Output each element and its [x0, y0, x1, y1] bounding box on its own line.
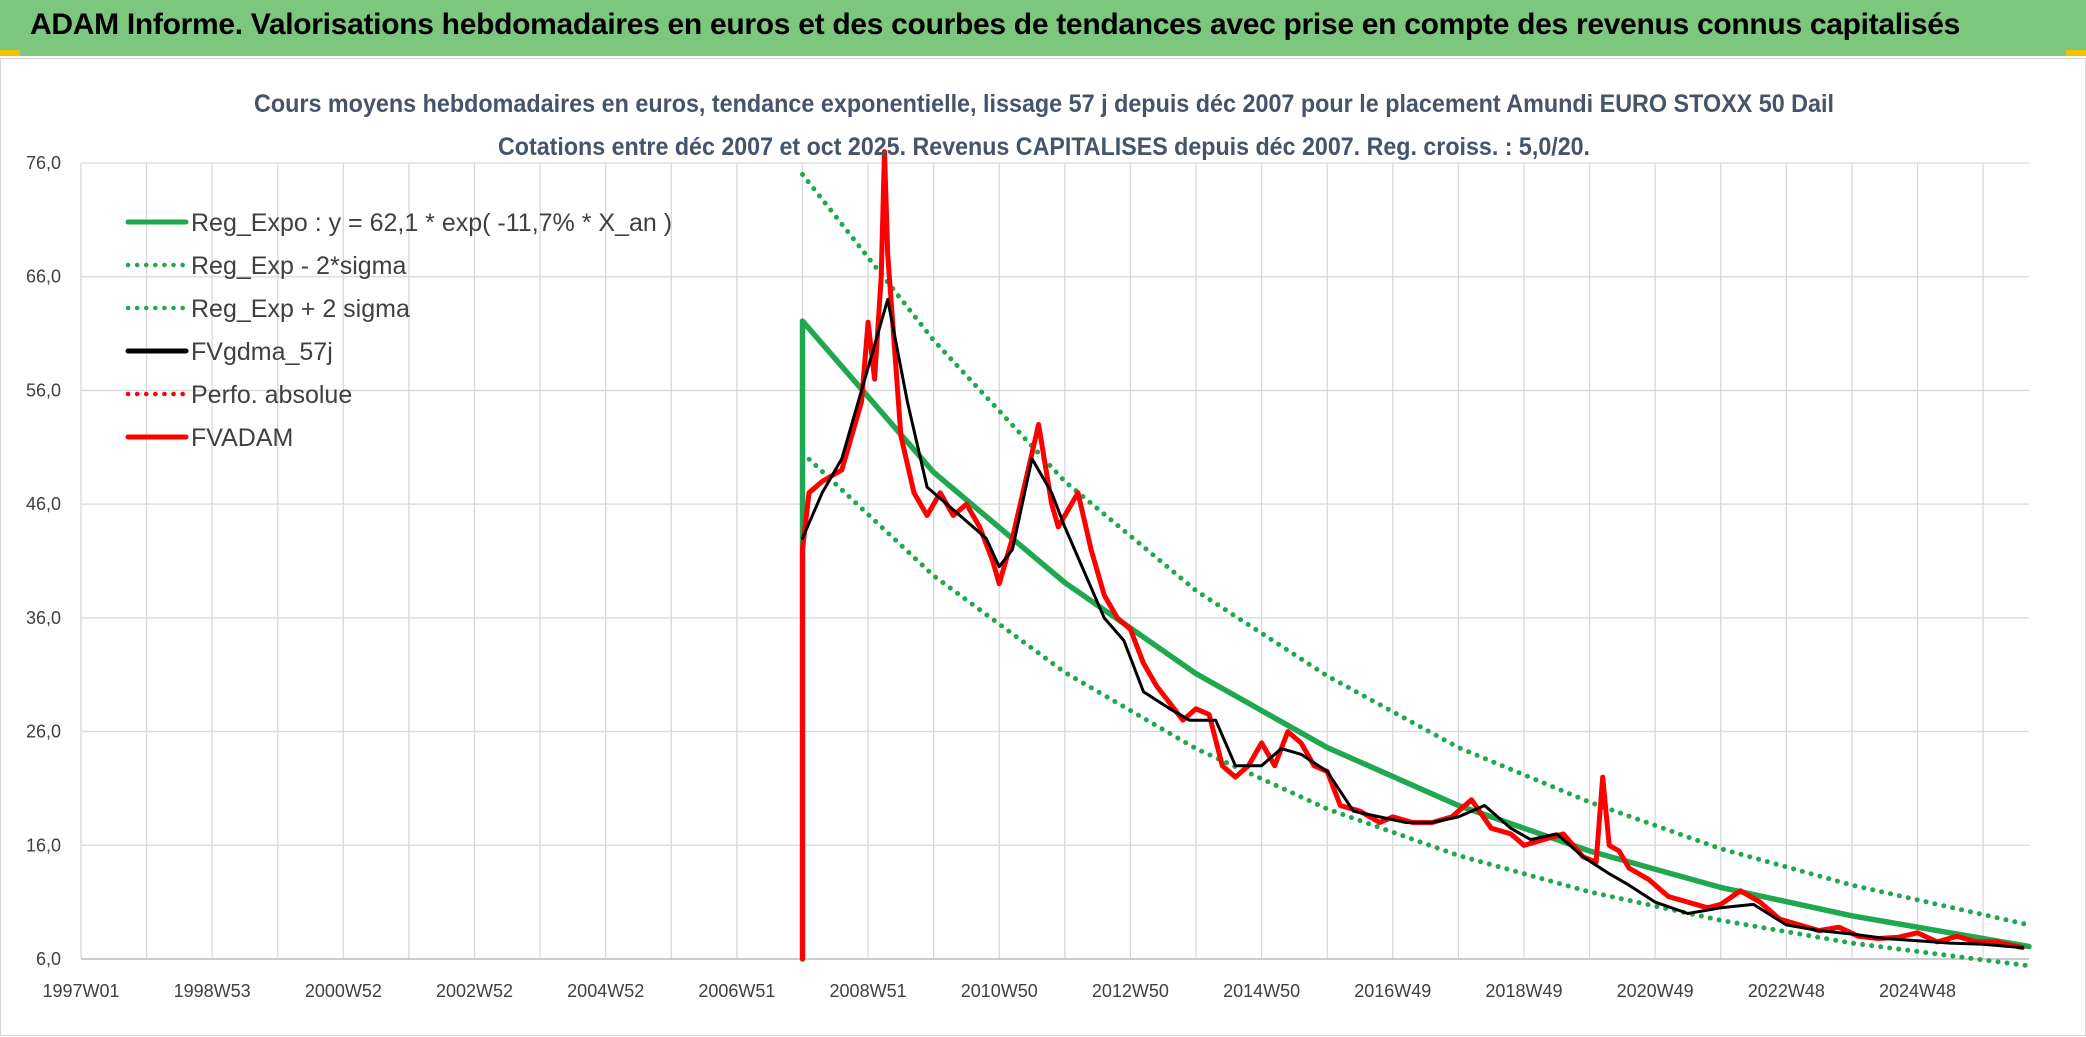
x-tick-label: 2022W48 [1748, 981, 1825, 1001]
legend-label: Reg_Exp + 2 sigma [191, 295, 410, 323]
series-line-1 [800, 450, 2032, 969]
legend-label: FVADAM [191, 424, 293, 452]
legend-label: Reg_Expo : y = 62,1 * exp( -11,7% * X_an… [191, 209, 672, 237]
chart-title: Cours moyens hebdomadaires en euros, ten… [254, 90, 1834, 118]
y-tick-label: 56,0 [26, 380, 61, 400]
y-tick-label: 6,0 [36, 949, 61, 969]
series-line-2 [800, 171, 2032, 928]
x-tick-label: 2020W49 [1617, 981, 1694, 1001]
y-tick-label: 36,0 [26, 608, 61, 628]
legend-label: FVgdma_57j [191, 338, 333, 366]
x-tick-label: 2004W52 [567, 981, 644, 1001]
y-tick-label: 76,0 [26, 153, 61, 173]
x-tick-label: 2002W52 [436, 981, 513, 1001]
y-tick-label: 46,0 [26, 494, 61, 514]
line-chart: Cours moyens hebdomadaires en euros, ten… [1, 59, 2085, 1035]
banner-corner-left [0, 50, 20, 56]
y-tick-label: 66,0 [26, 267, 61, 287]
x-tick-label: 2018W49 [1485, 981, 1562, 1001]
x-tick-label: 2010W50 [961, 981, 1038, 1001]
legend-label: Reg_Exp - 2*sigma [191, 252, 406, 280]
report-title: ADAM Informe. Valorisations hebdomadaire… [30, 8, 1961, 41]
chart-subtitle: Cotations entre déc 2007 et oct 2025. Re… [498, 133, 1590, 161]
x-tick-label: 2000W52 [305, 981, 382, 1001]
y-tick-label: 26,0 [26, 722, 61, 742]
report-banner: ADAM Informe. Valorisations hebdomadaire… [0, 0, 2086, 56]
series-line-0 [799, 318, 2032, 962]
x-tick-label: 2014W50 [1223, 981, 1300, 1001]
x-tick-label: 2008W51 [830, 981, 907, 1001]
chart-area: Cours moyens hebdomadaires en euros, ten… [0, 58, 2086, 1036]
banner-corner-right [2066, 50, 2086, 56]
y-tick-label: 16,0 [26, 835, 61, 855]
x-tick-label: 2012W50 [1092, 981, 1169, 1001]
x-tick-label: 2024W48 [1879, 981, 1956, 1001]
x-tick-label: 1997W01 [42, 981, 119, 1001]
series-line-3 [801, 298, 2024, 950]
legend-label: Perfo. absolue [191, 381, 352, 409]
x-tick-label: 2006W51 [698, 981, 775, 1001]
x-tick-label: 1998W53 [174, 981, 251, 1001]
x-tick-label: 2016W49 [1354, 981, 1431, 1001]
